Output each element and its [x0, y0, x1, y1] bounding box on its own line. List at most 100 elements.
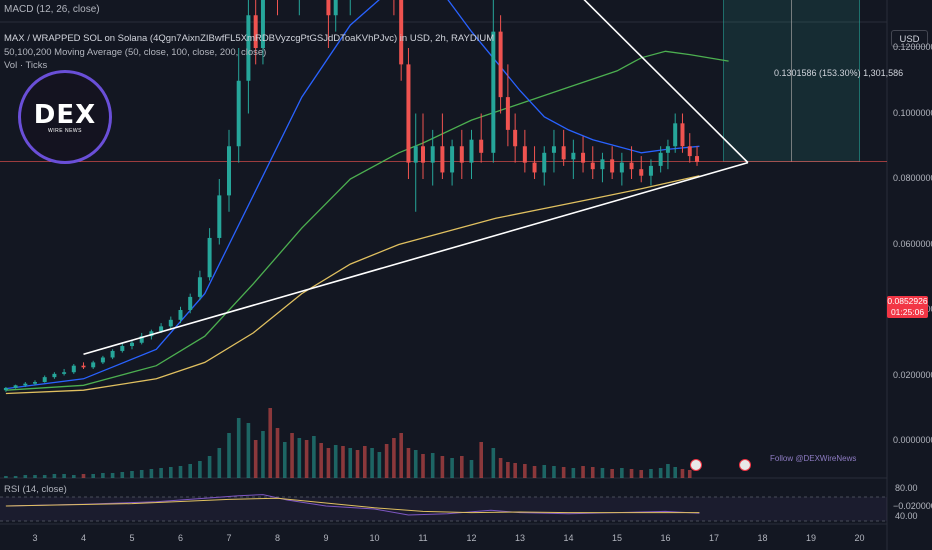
volume-bar: [532, 466, 537, 478]
candle-body: [333, 0, 338, 16]
candle-body: [421, 146, 425, 163]
candle-body: [581, 152, 586, 163]
volume-bar: [290, 433, 294, 478]
volume-bar: [658, 468, 663, 478]
date-tick: 8: [274, 533, 281, 543]
candle-body: [695, 156, 700, 162]
candle-body: [81, 365, 86, 368]
volume-legend[interactable]: Vol · Ticks: [4, 60, 48, 71]
candle-body: [253, 15, 258, 48]
candle-body: [491, 31, 496, 153]
ma100-line: [5, 50, 729, 391]
candle-body: [680, 123, 685, 147]
volume-bar: [149, 469, 154, 478]
volume-bar: [33, 475, 37, 478]
candle-body: [130, 342, 134, 347]
volume-bar: [355, 450, 360, 478]
trendline: [583, 0, 749, 164]
date-tick: 12: [466, 533, 477, 543]
volume-bar: [498, 458, 503, 478]
volume-bar: [130, 471, 134, 478]
candle-body: [62, 372, 67, 374]
candle-body: [498, 31, 503, 98]
rsi-line: [5, 494, 700, 516]
ma50-line: [5, 0, 700, 390]
volume-bar: [236, 418, 241, 478]
symbol-title[interactable]: MAX / WRAPPED SOL on Solana (4Qgn7AixnZI…: [4, 33, 495, 44]
event-flag-icon[interactable]: [690, 459, 702, 471]
volume-bar: [639, 470, 644, 478]
moving-average-legend[interactable]: 50,100,200 Moving Average (50, close, 10…: [4, 47, 267, 58]
volume-bar: [666, 464, 670, 478]
date-tick: 5: [129, 533, 135, 543]
volume-bar: [52, 474, 57, 478]
volume-bar: [384, 444, 389, 478]
date-tick: 19: [805, 533, 817, 543]
volume-bar: [120, 472, 125, 478]
volume-bar: [649, 469, 653, 478]
volume-bar: [246, 423, 251, 478]
candle-body: [590, 162, 595, 170]
volume-bar: [333, 445, 338, 478]
candle-body: [430, 146, 435, 163]
volume-bar: [304, 440, 309, 478]
volume-bar: [680, 469, 685, 478]
date-tick: 10: [369, 533, 380, 543]
candle-body: [532, 162, 537, 173]
candle-body: [406, 64, 411, 163]
volume-bar: [101, 473, 105, 478]
candle-body: [217, 195, 222, 238]
volume-bar: [178, 466, 183, 478]
volume-bar: [363, 446, 367, 478]
candle-body: [610, 159, 615, 173]
ma200-line: [5, 175, 700, 395]
countdown-timer: 01:25:06: [890, 307, 925, 317]
candle-body: [246, 15, 251, 81]
candle-body: [561, 146, 566, 160]
date-tick: 13: [514, 533, 526, 543]
volume-bar: [552, 466, 556, 478]
candle-body: [687, 146, 692, 157]
candle-body: [399, 0, 404, 65]
candle-body: [600, 159, 605, 170]
date-tick: 4: [80, 533, 87, 543]
candle-body: [648, 165, 653, 176]
date-tick: 16: [660, 533, 671, 543]
candle-body: [100, 357, 105, 363]
dex-wire-news-logo: DEX WIRE NEWS: [18, 70, 112, 164]
volume-bar: [348, 448, 353, 478]
price-tick: 0.0000000: [893, 435, 932, 445]
volume-bar: [687, 470, 692, 478]
macd-indicator-label[interactable]: MACD (12, 26, close): [4, 4, 100, 15]
candle-body: [188, 296, 193, 310]
rsi-band: [0, 497, 887, 521]
volume-bar: [460, 456, 464, 478]
candle-body: [629, 162, 634, 170]
candle-body: [571, 152, 576, 160]
candle-body: [450, 146, 455, 173]
candle-body: [52, 373, 57, 378]
candle-body: [23, 383, 28, 386]
candle-body: [168, 319, 173, 327]
candle-body: [159, 326, 164, 332]
rsi-indicator-label[interactable]: RSI (14, close): [4, 484, 67, 495]
date-tick: 18: [757, 533, 768, 543]
date-tick: 11: [418, 533, 428, 543]
volume-bar: [72, 475, 76, 478]
candle-body: [139, 336, 144, 343]
volume-bar: [275, 428, 280, 478]
candle-body: [207, 237, 212, 278]
event-flag-icon[interactable]: [739, 459, 751, 471]
volume-bar: [542, 465, 547, 478]
date-tick: 15: [611, 533, 623, 543]
volume-bar: [159, 468, 163, 478]
last-price-value: 0.0852926: [887, 296, 928, 306]
volume-bar: [450, 458, 454, 478]
volume-bar: [227, 433, 231, 478]
volume-bar: [4, 476, 8, 478]
volume-bar: [610, 469, 614, 478]
candle-body: [42, 377, 47, 383]
volume-bar: [506, 462, 510, 478]
currency-button[interactable]: USD: [891, 30, 928, 47]
